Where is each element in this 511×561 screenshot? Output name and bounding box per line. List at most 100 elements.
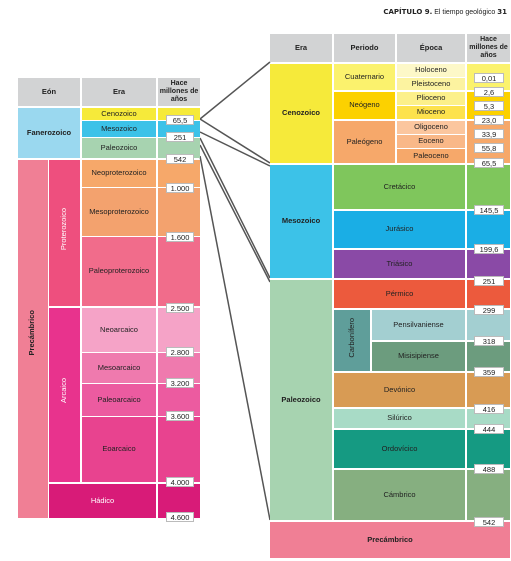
right-age-value: 251 (474, 276, 504, 286)
connector-bottom (199, 155, 271, 521)
right-age-value: 23,0 (474, 115, 504, 125)
period-silurico: Silúrico (334, 409, 465, 428)
right-header-epoca: Época (397, 34, 465, 62)
right-era-mesozoico: Mesozoico (270, 165, 332, 278)
connector-3 (199, 137, 271, 279)
epoch-plioceno: Plioceno (397, 92, 465, 105)
right-era-precambrico: Precámbrico (270, 522, 510, 558)
right-header-age: Hace millones de años (467, 34, 510, 62)
age-bg-neoarcaico (158, 308, 200, 352)
right-age-value: 318 (474, 336, 504, 346)
chapter-title: El tiempo geológico (434, 9, 496, 16)
left-age-value: 65,5 (166, 115, 194, 125)
age-bg-neoproterozoico (158, 160, 200, 187)
epoch-misisipiense: Misisipiense (372, 342, 465, 371)
epoch-pensilvaniense: Pensilvaniense (372, 310, 465, 340)
right-era-paleozoico: Paleozoico (270, 280, 332, 520)
eon-arcaico: Arcaico (49, 308, 80, 482)
era-cenozoico: Cenozoico (82, 108, 156, 120)
right-age-value: 299 (474, 305, 504, 315)
right-header-era: Era (270, 34, 332, 62)
period-cambrico: Cámbrico (334, 470, 465, 520)
left-age-value: 542 (166, 154, 194, 164)
right-age-value: 359 (474, 367, 504, 377)
period-cuaternario: Cuaternario (334, 64, 395, 90)
right-age-value: 488 (474, 464, 504, 474)
r-age-bg-misisipiense (467, 342, 510, 371)
left-age-value: 3.200 (166, 378, 194, 388)
period-triasico: Triásico (334, 250, 465, 278)
era-paleozoico: Paleozoico (82, 138, 156, 158)
period-carbonifero: Carbonífero (334, 310, 370, 371)
eon-precambrico-label: Precámbrico (27, 310, 36, 356)
age-bg-paleozoico (158, 138, 200, 158)
right-age-value: 55,8 (474, 143, 504, 153)
right-age-value: 416 (474, 404, 504, 414)
right-age-value: 2,6 (474, 87, 504, 97)
right-age-value: 199,6 (474, 244, 504, 254)
age-bg-mesoproterozoico (158, 188, 200, 236)
era-mesoarcaico: Mesoarcaico (82, 353, 156, 383)
connector-4 (199, 144, 271, 283)
left-header-eon: Eón (18, 78, 80, 106)
left-age-value: 4.600 (166, 512, 194, 522)
epoch-holoceno: Holoceno (397, 64, 465, 77)
r-age-bg-cretacico (467, 165, 510, 209)
right-age-value: 65,5 (474, 158, 504, 168)
connector-2 (199, 131, 271, 167)
page-header: CAPÍTULO 9. El tiempo geológico 31 (383, 8, 507, 16)
era-mesoproterozoico: Mesoproterozoico (82, 188, 156, 236)
r-age-bg-jurasico (467, 211, 510, 248)
era-paleoproterozoico: Paleoproterozoico (82, 237, 156, 306)
eon-arcaico-label: Arcaico (59, 378, 68, 404)
period-paleogeno: Paleógeno (334, 121, 395, 163)
right-age-value: 33,9 (474, 129, 504, 139)
r-age-bg-cambrico (467, 470, 510, 520)
r-age-bg-pensilvaniense (467, 310, 510, 340)
era-eoarcaico: Eoarcaico (82, 417, 156, 482)
right-era-cenozoico: Cenozoico (270, 64, 332, 163)
left-age-value: 2.500 (166, 303, 194, 313)
era-hadico: Hádico (49, 484, 156, 518)
connector-1 (199, 118, 271, 164)
epoch-eoceno: Eoceno (397, 135, 465, 148)
age-bg-paleoarcaico (158, 384, 200, 416)
left-age-value: 1.000 (166, 183, 194, 193)
left-age-value: 1.600 (166, 232, 194, 242)
eon-precambrico: Precámbrico (18, 160, 48, 518)
period-jurasico: Jurásico (334, 211, 465, 248)
page-number: 31 (497, 8, 507, 16)
right-header-periodo: Periodo (334, 34, 395, 62)
epoch-mioceno: Mioceno (397, 106, 465, 119)
eon-proterozoico: Proterozoico (49, 160, 80, 306)
left-age-value: 3.600 (166, 411, 194, 421)
period-ordovicico: Ordovícico (334, 430, 465, 468)
era-neoarcaico: Neoarcaico (82, 308, 156, 352)
period-carbonifero-label: Carbonífero (347, 318, 356, 358)
era-mesozoico: Mesozoico (82, 121, 156, 137)
r-age-bg-triasico (467, 250, 510, 278)
period-permico: Pérmico (334, 280, 465, 308)
period-cretacico: Cretácico (334, 165, 465, 209)
era-neoproterozoico: Neoproterozoico (82, 160, 156, 187)
epoch-pleistoceno: Pleistoceno (397, 78, 465, 90)
right-age-value: 444 (474, 424, 504, 434)
right-age-value: 145,5 (474, 205, 504, 215)
right-age-value: 542 (474, 517, 504, 527)
r-age-bg-ordovicico (467, 430, 510, 468)
age-bg-paleoproterozoico (158, 237, 200, 306)
left-age-value: 4.000 (166, 477, 194, 487)
r-age-bg-devonico (467, 373, 510, 407)
right-age-value: 5,3 (474, 101, 504, 111)
left-age-value: 251 (166, 132, 194, 142)
eon-fanerozoico: Fanerozoico (18, 108, 80, 158)
epoch-oligoceno: Oligoceno (397, 121, 465, 134)
connector-top (199, 61, 271, 120)
period-neogeno: Neógeno (334, 92, 395, 119)
right-age-value: 0,01 (474, 73, 504, 83)
chapter-label: CAPÍTULO 9. (383, 8, 433, 16)
left-header-era: Era (82, 78, 156, 106)
left-age-value: 2.800 (166, 347, 194, 357)
r-age-bg-paleogeno (467, 121, 510, 163)
eon-proterozoico-label: Proterozoico (59, 208, 68, 251)
